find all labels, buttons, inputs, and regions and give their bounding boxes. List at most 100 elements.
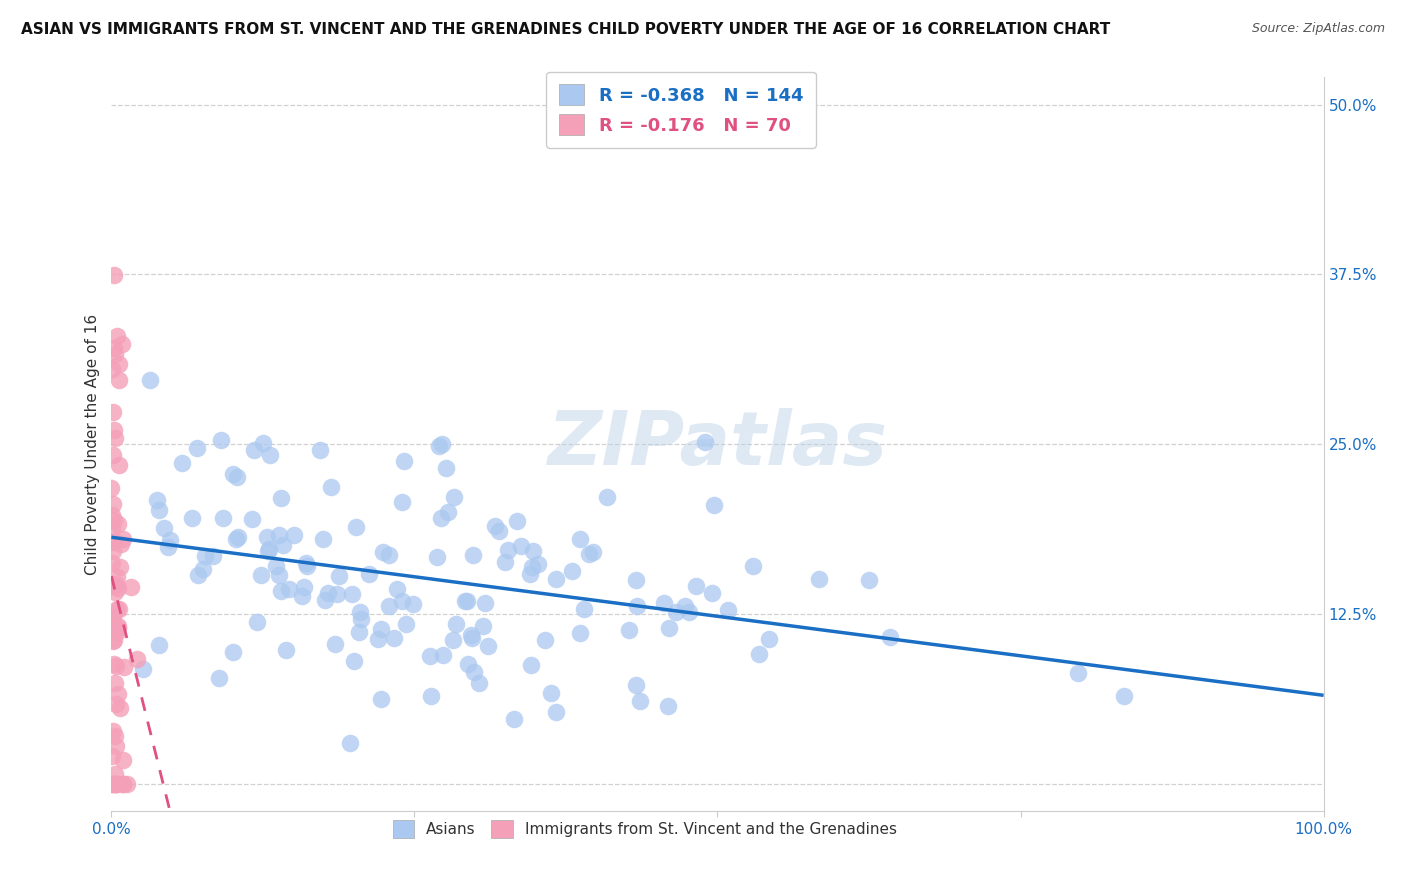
Point — [104, 777, 127, 791]
Point — [132, 662, 155, 676]
Point — [665, 605, 688, 619]
Point — [373, 545, 395, 559]
Point — [104, 431, 127, 445]
Point — [100, 777, 122, 791]
Point — [104, 347, 127, 361]
Point — [252, 435, 274, 450]
Point — [100, 481, 122, 495]
Point — [201, 549, 224, 564]
Point — [700, 586, 723, 600]
Point — [112, 777, 135, 791]
Point — [104, 697, 127, 711]
Point — [101, 361, 124, 376]
Point — [101, 777, 124, 791]
Point — [103, 634, 125, 648]
Point — [879, 630, 901, 644]
Point — [343, 654, 366, 668]
Point — [242, 442, 264, 457]
Point — [207, 671, 229, 685]
Point — [582, 545, 605, 559]
Point — [105, 570, 128, 584]
Point — [419, 689, 441, 703]
Point — [319, 480, 342, 494]
Point — [103, 676, 125, 690]
Point — [277, 582, 299, 597]
Point — [225, 532, 247, 546]
Point — [519, 567, 541, 582]
Point — [370, 691, 392, 706]
Point — [471, 618, 494, 632]
Point — [1066, 666, 1088, 681]
Point — [402, 597, 425, 611]
Point — [456, 594, 478, 608]
Point — [108, 373, 131, 387]
Point — [347, 624, 370, 639]
Point — [474, 596, 496, 610]
Point — [506, 514, 529, 528]
Point — [103, 723, 125, 738]
Point — [125, 651, 148, 665]
Point — [741, 558, 763, 573]
Point — [370, 622, 392, 636]
Point — [628, 694, 651, 708]
Point — [104, 623, 127, 637]
Point — [108, 357, 131, 371]
Point — [561, 564, 583, 578]
Point — [427, 439, 450, 453]
Point — [104, 576, 127, 591]
Point — [357, 566, 380, 581]
Point — [457, 657, 479, 672]
Point — [100, 578, 122, 592]
Point — [546, 572, 568, 586]
Point — [437, 505, 460, 519]
Point — [494, 555, 516, 569]
Point — [522, 543, 544, 558]
Point — [104, 739, 127, 753]
Point — [270, 491, 292, 505]
Point — [430, 510, 453, 524]
Point — [111, 337, 134, 351]
Point — [626, 678, 648, 692]
Point — [309, 443, 332, 458]
Point — [349, 612, 371, 626]
Point — [378, 548, 401, 562]
Point — [105, 777, 128, 791]
Point — [678, 605, 700, 619]
Point — [103, 268, 125, 283]
Point — [103, 405, 125, 419]
Text: ZIPatlas: ZIPatlas — [547, 408, 887, 481]
Point — [385, 582, 408, 596]
Point — [212, 510, 235, 524]
Point — [522, 560, 544, 574]
Point — [391, 594, 413, 608]
Point — [103, 632, 125, 647]
Point — [454, 593, 477, 607]
Point — [619, 623, 641, 637]
Point — [107, 687, 129, 701]
Point — [187, 568, 209, 582]
Point — [496, 543, 519, 558]
Point — [100, 579, 122, 593]
Point — [434, 460, 457, 475]
Point — [460, 628, 482, 642]
Point — [503, 712, 526, 726]
Point — [432, 648, 454, 662]
Point — [519, 657, 541, 672]
Point — [269, 567, 291, 582]
Point — [315, 592, 337, 607]
Point — [107, 622, 129, 636]
Point — [221, 645, 243, 659]
Point — [103, 579, 125, 593]
Point — [105, 329, 128, 343]
Text: Source: ZipAtlas.com: Source: ZipAtlas.com — [1251, 22, 1385, 36]
Point — [624, 573, 647, 587]
Point — [328, 569, 350, 583]
Point — [105, 777, 128, 791]
Point — [318, 586, 340, 600]
Point — [107, 582, 129, 596]
Point — [441, 632, 464, 647]
Point — [257, 544, 280, 558]
Point — [395, 617, 418, 632]
Point — [159, 533, 181, 548]
Point — [194, 549, 217, 564]
